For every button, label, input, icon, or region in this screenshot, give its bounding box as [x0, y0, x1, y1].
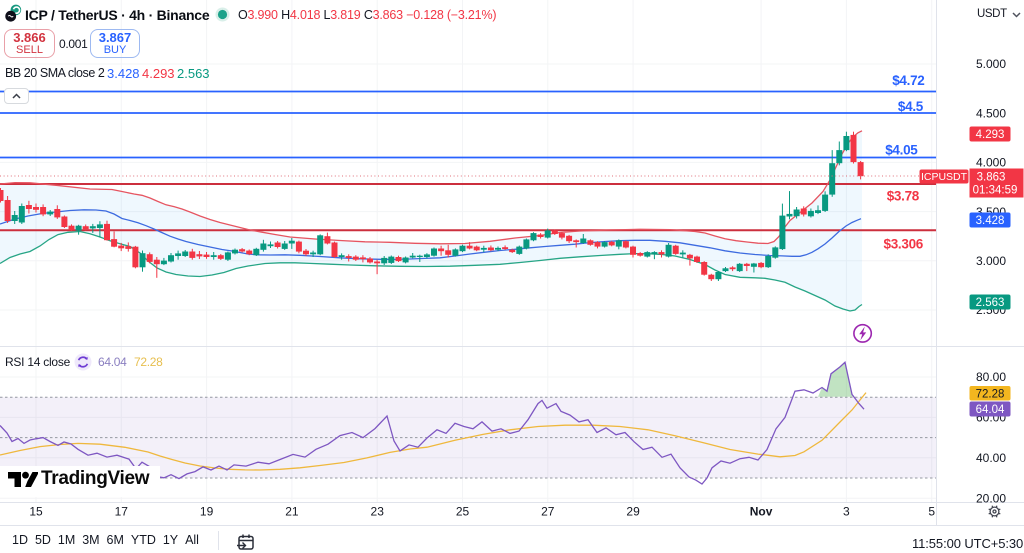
svg-text:20.00: 20.00	[976, 491, 1006, 505]
svg-text:80.00: 80.00	[976, 370, 1006, 384]
svg-text:25: 25	[456, 505, 470, 519]
svg-text:19: 19	[200, 505, 214, 519]
svg-text:$3.306: $3.306	[884, 236, 924, 251]
svg-text:Nov: Nov	[750, 505, 773, 519]
svg-text:2.563: 2.563	[976, 297, 1005, 309]
svg-text:4.000: 4.000	[976, 156, 1006, 170]
svg-text:40.00: 40.00	[976, 451, 1006, 465]
svg-text:ICPUSDT: ICPUSDT	[921, 171, 968, 183]
svg-text:$4.05: $4.05	[885, 142, 918, 157]
svg-text:29: 29	[626, 505, 640, 519]
svg-text:5: 5	[928, 505, 935, 519]
svg-text:64.04: 64.04	[976, 404, 1005, 416]
svg-text:21: 21	[285, 505, 299, 519]
svg-text:$4.72: $4.72	[892, 73, 924, 88]
svg-text:3.428: 3.428	[976, 215, 1005, 227]
svg-text:$3.78: $3.78	[887, 188, 920, 203]
svg-text:3.863: 3.863	[977, 172, 1006, 184]
svg-text:3.000: 3.000	[976, 254, 1006, 268]
svg-text:$4.5: $4.5	[898, 99, 924, 114]
svg-text:17: 17	[115, 505, 129, 519]
svg-text:15: 15	[29, 505, 43, 519]
svg-text:23: 23	[371, 505, 385, 519]
svg-text:27: 27	[541, 505, 555, 519]
svg-text:4.293: 4.293	[976, 129, 1005, 141]
svg-text:3: 3	[843, 505, 850, 519]
svg-text:01:34:59: 01:34:59	[973, 185, 1018, 197]
svg-text:72.28: 72.28	[976, 388, 1005, 400]
svg-text:5.000: 5.000	[976, 57, 1006, 71]
svg-text:4.500: 4.500	[976, 106, 1006, 120]
